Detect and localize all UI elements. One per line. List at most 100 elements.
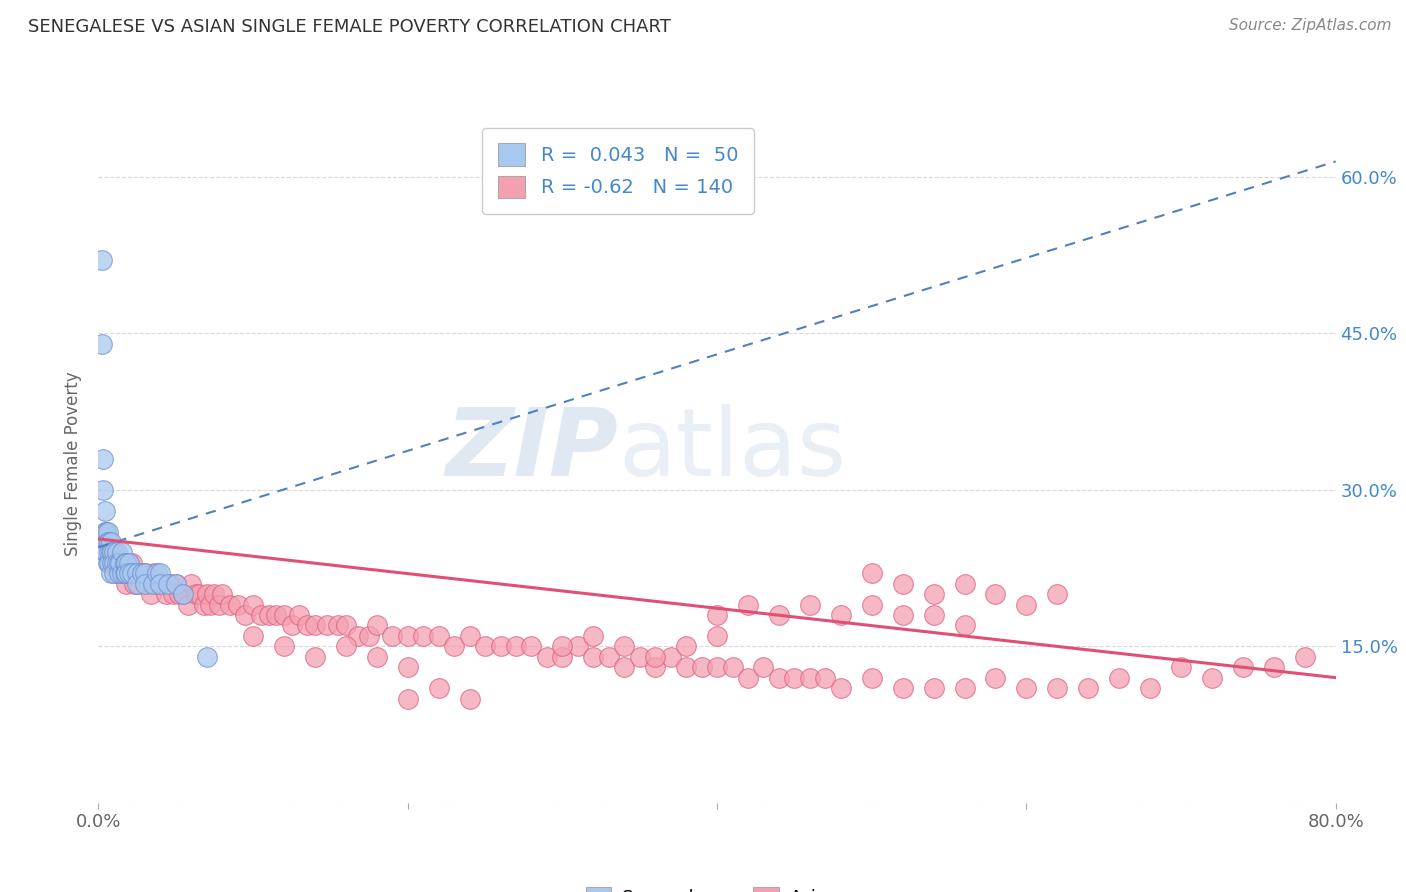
- Point: [799, 598, 821, 612]
- Text: SENEGALESE VS ASIAN SINGLE FEMALE POVERTY CORRELATION CHART: SENEGALESE VS ASIAN SINGLE FEMALE POVERT…: [28, 18, 671, 36]
- Point: [458, 691, 481, 706]
- Point: [520, 640, 543, 654]
- Point: [598, 649, 620, 664]
- Point: [768, 608, 790, 623]
- Point: [105, 556, 128, 570]
- Point: [103, 566, 125, 581]
- Point: [108, 566, 131, 581]
- Point: [953, 576, 976, 591]
- Point: [195, 587, 218, 601]
- Point: [613, 660, 636, 674]
- Point: [721, 660, 744, 674]
- Point: [127, 576, 149, 591]
- Point: [412, 629, 434, 643]
- Point: [613, 640, 636, 654]
- Point: [122, 576, 145, 591]
- Point: [922, 681, 945, 695]
- Point: [173, 587, 195, 601]
- Point: [90, 253, 112, 268]
- Text: atlas: atlas: [619, 404, 846, 496]
- Point: [316, 618, 339, 632]
- Point: [127, 566, 149, 581]
- Point: [489, 640, 512, 654]
- Point: [582, 629, 605, 643]
- Point: [100, 545, 122, 559]
- Point: [107, 556, 129, 570]
- Point: [118, 556, 141, 570]
- Point: [114, 556, 136, 570]
- Point: [304, 649, 326, 664]
- Point: [193, 598, 215, 612]
- Point: [152, 576, 174, 591]
- Point: [128, 576, 150, 591]
- Point: [112, 566, 135, 581]
- Point: [273, 640, 295, 654]
- Point: [1046, 681, 1069, 695]
- Point: [706, 608, 728, 623]
- Point: [366, 649, 388, 664]
- Point: [121, 556, 143, 570]
- Point: [165, 576, 187, 591]
- Point: [737, 598, 759, 612]
- Point: [1232, 660, 1254, 674]
- Point: [159, 576, 181, 591]
- Point: [188, 587, 211, 601]
- Point: [860, 671, 883, 685]
- Point: [165, 576, 187, 591]
- Point: [281, 618, 304, 632]
- Point: [173, 587, 195, 601]
- Point: [134, 566, 156, 581]
- Point: [675, 640, 697, 654]
- Point: [93, 504, 115, 518]
- Point: [107, 566, 129, 581]
- Point: [381, 629, 404, 643]
- Point: [297, 618, 319, 632]
- Point: [146, 566, 169, 581]
- Point: [659, 649, 682, 664]
- Point: [167, 587, 190, 601]
- Point: [783, 671, 806, 685]
- Point: [97, 535, 120, 549]
- Point: [108, 556, 131, 570]
- Point: [118, 566, 141, 581]
- Point: [396, 629, 419, 643]
- Point: [100, 566, 122, 581]
- Point: [103, 545, 125, 559]
- Point: [288, 608, 311, 623]
- Point: [114, 566, 136, 581]
- Point: [115, 566, 138, 581]
- Point: [204, 587, 226, 601]
- Point: [105, 566, 128, 581]
- Point: [1046, 587, 1069, 601]
- Text: Source: ZipAtlas.com: Source: ZipAtlas.com: [1229, 18, 1392, 33]
- Point: [644, 660, 666, 674]
- Point: [257, 608, 280, 623]
- Point: [830, 608, 852, 623]
- Point: [242, 629, 264, 643]
- Point: [922, 587, 945, 601]
- Point: [93, 545, 115, 559]
- Point: [208, 598, 231, 612]
- Point: [273, 608, 295, 623]
- Point: [953, 618, 976, 632]
- Point: [91, 451, 114, 466]
- Point: [326, 618, 350, 632]
- Point: [93, 524, 115, 539]
- Y-axis label: Single Female Poverty: Single Female Poverty: [65, 372, 83, 556]
- Point: [146, 576, 169, 591]
- Point: [157, 576, 180, 591]
- Point: [1015, 681, 1038, 695]
- Point: [96, 524, 118, 539]
- Point: [396, 691, 419, 706]
- Point: [984, 587, 1007, 601]
- Point: [644, 649, 666, 664]
- Point: [891, 681, 914, 695]
- Point: [98, 556, 121, 570]
- Point: [551, 640, 574, 654]
- Point: [235, 608, 257, 623]
- Point: [860, 566, 883, 581]
- Point: [706, 629, 728, 643]
- Point: [149, 576, 172, 591]
- Point: [198, 598, 221, 612]
- Point: [103, 545, 125, 559]
